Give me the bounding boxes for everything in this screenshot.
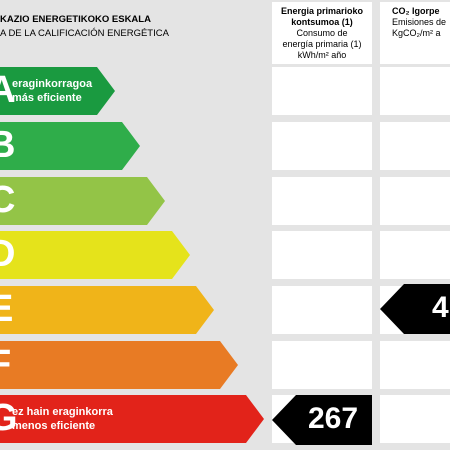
co2-title-es: Emisiones de (392, 17, 447, 27)
co2-value: 4 (432, 291, 449, 324)
energy-class-bar-5: E (0, 286, 214, 334)
energy-class-letter: F (0, 345, 11, 383)
energy-class-caption: ez hain eraginkorra (12, 406, 113, 418)
primary-energy-title-es: Consumo de (296, 28, 348, 38)
co2-cell-3 (380, 177, 450, 225)
energy-class-arrow-shape (0, 231, 190, 279)
energy-class-arrow-shape (0, 177, 165, 225)
primary-energy-cell-5 (272, 286, 372, 334)
energy-class-bar-4: D (0, 231, 190, 279)
energy-class-bar-3: C (0, 177, 165, 225)
co2-header-cell: CO₂ Igorpe Emisiones de KgCO₂/m² a (380, 2, 450, 64)
co2-cell-1 (380, 67, 450, 115)
energy-class-letter: B (0, 124, 16, 166)
primary-energy-title-es-2: energía primaria (1) (282, 39, 362, 49)
energy-class-arrow-shape (0, 341, 238, 389)
energy-class-caption-secondary: menos eficiente (12, 420, 96, 432)
energy-class-letter: C (0, 179, 16, 221)
co2-cell-6 (380, 341, 450, 389)
energy-class-letter: G (0, 397, 18, 439)
scale-title-spanish: A DE LA CALIFICACIÓN ENERGÉTICA (0, 28, 169, 39)
co2-arrow-shape (380, 284, 450, 334)
primary-energy-header-cell: Energia primarioko kontsumoa (1) Consumo… (272, 2, 372, 64)
co2-cell-7 (380, 395, 450, 443)
energy-class-arrow-shape (0, 286, 214, 334)
primary-energy-cell-6 (272, 341, 372, 389)
energy-class-caption-secondary: más eficiente (12, 92, 82, 104)
energy-class-caption: eraginkorragoa (12, 78, 93, 90)
co2-unit: KgCO₂/m² a (392, 28, 441, 38)
energy-class-arrow-shape (0, 122, 140, 170)
primary-energy-rating-arrow: 267 (272, 395, 372, 450)
energy-class-letter: E (0, 288, 14, 330)
energy-class-arrow-shape (0, 395, 264, 443)
primary-energy-title-eu: Energia primarioko (280, 6, 364, 16)
co2-cell-2 (380, 122, 450, 170)
energy-class-bar-2: B (0, 122, 140, 170)
co2-title: CO₂ Igorpe (392, 6, 440, 16)
scale-title-basque: KAZIO ENERGETIKOKO ESKALA (0, 14, 151, 25)
primary-energy-arrow-shape (272, 395, 372, 445)
primary-energy-unit: kWh/m² año (297, 50, 347, 60)
primary-energy-cell-3 (272, 177, 372, 225)
energy-class-letter: D (0, 233, 16, 275)
energy-class-letter: A (0, 69, 16, 111)
primary-energy-cell-1 (272, 67, 372, 115)
energy-class-bar-6: F (0, 341, 238, 389)
primary-energy-cell-2 (272, 122, 372, 170)
primary-energy-cell-4 (272, 231, 372, 279)
co2-cell-4 (380, 231, 450, 279)
primary-energy-title-eu-2: kontsumoa (1) (291, 17, 353, 27)
co2-rating-arrow: 4 (380, 284, 450, 339)
energy-class-arrow-shape (0, 67, 115, 115)
primary-energy-value: 267 (308, 402, 359, 435)
